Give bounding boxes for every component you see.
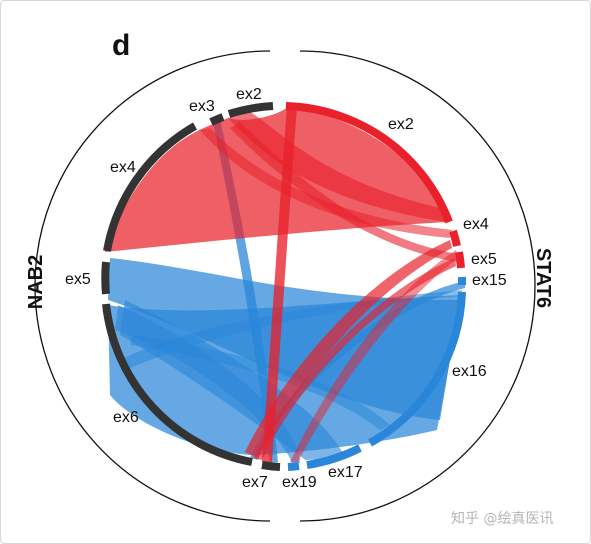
gene-label-stat6: STAT6 <box>532 248 554 308</box>
ribbon-ex5-ex19 <box>290 250 458 462</box>
exon-label-ex7: ex7 <box>242 474 268 491</box>
exon-label-ex15: ex15 <box>472 272 507 289</box>
exon-label-ex2-left: ex2 <box>236 86 262 103</box>
exon-label-ex4-left: ex4 <box>110 159 136 176</box>
exon-label-ex6: ex6 <box>113 409 139 426</box>
arc-ex4-left <box>103 122 197 252</box>
arc-ex6 <box>102 303 253 466</box>
exon-label-ex16: ex16 <box>452 363 487 380</box>
exon-label-ex3: ex3 <box>189 98 215 115</box>
nab2-arcs <box>101 102 281 471</box>
outer-ring-left <box>34 50 271 522</box>
exon-label-ex5-right: ex5 <box>471 251 497 268</box>
ribbon-ex2-ex2 <box>228 112 447 222</box>
arc-ex7 <box>261 461 281 471</box>
exon-label-ex2-right: ex2 <box>388 116 414 133</box>
panel-letter: d <box>112 29 130 62</box>
arc-ex3 <box>209 113 225 126</box>
arc-ex5-left <box>101 261 110 295</box>
ribbon-ex3-ex7 <box>212 118 278 462</box>
arc-ex5-right[interactable] <box>455 251 465 269</box>
exon-label-ex4-right: ex4 <box>463 216 489 233</box>
ribbon-ex6-ex16b <box>130 335 390 430</box>
red-ribbons <box>105 106 458 462</box>
exon-label-ex5-left: ex5 <box>65 271 91 288</box>
arc-ex16[interactable] <box>368 291 466 447</box>
arc-ex4-right[interactable] <box>449 229 461 247</box>
watermark: 知乎 @绘真医讯 <box>451 510 553 527</box>
ribbon-ex3-ex4 <box>200 128 452 238</box>
arc-ex2-right[interactable] <box>285 102 453 224</box>
exon-label-ex17: ex17 <box>328 464 363 481</box>
ribbon-ex2-ex7 <box>262 106 297 462</box>
ribbon-ex4-ex6 <box>245 240 452 458</box>
gene-label-nab2: NAB2 <box>25 255 47 309</box>
outer-ring-right <box>299 50 536 522</box>
arc-ex2-left <box>227 102 274 118</box>
arc-ex19[interactable] <box>287 462 300 471</box>
exon-label-ex19: ex19 <box>282 474 317 491</box>
ribbon-ex15-ex6 <box>120 290 462 370</box>
ribbon-ex2-ex5 <box>230 122 458 262</box>
arc-ex17[interactable] <box>306 444 362 469</box>
stat6-arcs <box>285 102 467 471</box>
